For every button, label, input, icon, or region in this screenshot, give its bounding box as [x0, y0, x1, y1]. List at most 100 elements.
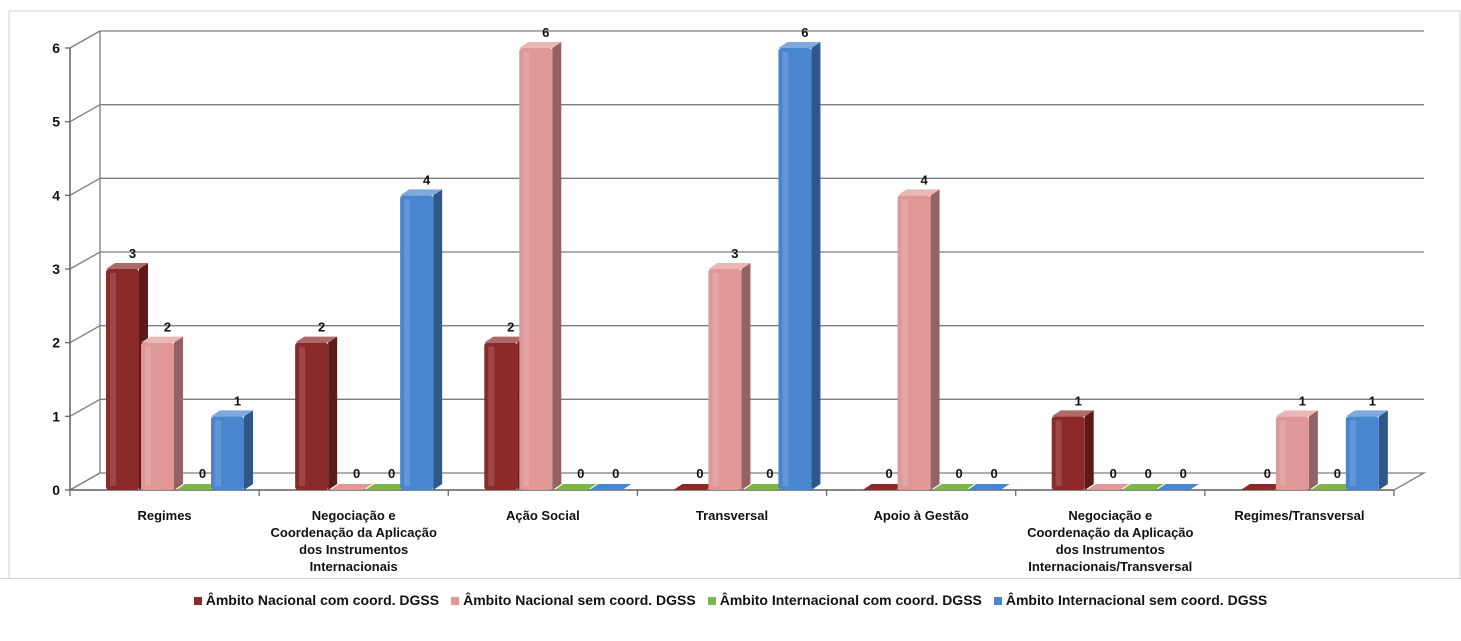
bar-side	[930, 189, 940, 491]
data-label: 4	[423, 172, 431, 187]
data-label: 0	[885, 466, 892, 481]
bar-highlight	[110, 273, 116, 486]
data-label: 0	[388, 466, 395, 481]
bar-highlight	[404, 199, 411, 487]
y-tick-label: 5	[52, 114, 60, 130]
data-label: 0	[1264, 466, 1271, 481]
bar-side	[1308, 410, 1318, 490]
bar-side	[741, 263, 751, 490]
gridline-side	[69, 398, 101, 417]
data-label: 0	[199, 466, 206, 481]
bar-zero	[365, 484, 408, 490]
bar-4-3	[967, 484, 1010, 490]
bar-0-2	[176, 484, 218, 490]
chart-border	[8, 10, 1461, 578]
bar-highlight	[215, 420, 221, 486]
bar-side	[433, 189, 443, 491]
legend-item: Âmbito Internacional sem coord. DGSS	[993, 592, 1268, 608]
data-label: 6	[801, 25, 808, 40]
bar-4-2	[932, 484, 975, 490]
legend-label: Âmbito Nacional com coord. DGSS	[205, 592, 440, 608]
data-label: 1	[1369, 393, 1376, 408]
bar-side	[174, 336, 183, 490]
bar-highlight	[299, 346, 306, 486]
x-ticks	[69, 490, 1395, 496]
bar-6-1	[1275, 410, 1318, 490]
data-label: 0	[990, 466, 997, 481]
bar-highlight	[1349, 420, 1356, 486]
data-label: 0	[766, 466, 773, 481]
legend-swatch	[707, 597, 716, 606]
data-label: 1	[234, 393, 241, 408]
data-labels: 3 2 0 1 2 0 0 4 2 6 0 0 0 3 0 6 0 4 0 0 1 0 0 0 0 1 0 1	[129, 25, 1376, 481]
data-label: 0	[1180, 466, 1187, 481]
bar-4-1	[897, 189, 940, 491]
bar-zero	[554, 484, 597, 490]
bar-highlight	[523, 52, 530, 486]
bar-side	[811, 42, 821, 490]
bar-5-0	[1051, 410, 1094, 490]
x-tick-label: Apoio à Gestão	[873, 508, 968, 523]
data-label: 0	[955, 466, 962, 481]
gridline-side	[69, 325, 101, 344]
bar-highlight	[145, 346, 151, 486]
legend-label: Âmbito Nacional sem coord. DGSS	[463, 592, 696, 608]
data-label: 2	[318, 320, 325, 335]
x-tick-label: dos Instrumentos	[299, 542, 408, 557]
bar-3-3	[778, 42, 821, 490]
bar-highlight	[1279, 420, 1286, 486]
bar-highlight	[782, 52, 789, 486]
data-label: 0	[696, 466, 703, 481]
gridline-side	[69, 251, 101, 270]
legend-label: Âmbito Internacional sem coord. DGSS	[1005, 592, 1268, 608]
x-tick-label: Internacionais	[310, 559, 398, 574]
bar-6-3	[1345, 410, 1388, 490]
bar-top	[1051, 410, 1094, 417]
bar-0-1	[141, 336, 183, 490]
bar-side	[1378, 410, 1388, 490]
bar-zero	[1240, 484, 1283, 490]
bar-zero	[1310, 484, 1353, 490]
data-label: 0	[353, 466, 360, 481]
bar-zero	[967, 484, 1010, 490]
bar-4-0	[862, 484, 905, 490]
bar-2-2	[554, 484, 597, 490]
data-label: 2	[164, 320, 171, 335]
gridline-side	[69, 177, 101, 196]
x-tick-label: Transversal	[696, 508, 768, 523]
bar-top	[519, 42, 562, 48]
bar-2-3	[589, 484, 632, 490]
bar-zero	[176, 484, 218, 490]
data-label: 3	[129, 246, 136, 261]
bar-top	[106, 263, 148, 269]
legend-swatch	[193, 597, 202, 606]
data-label: 0	[1110, 466, 1117, 481]
bar-zero	[673, 484, 716, 490]
bar-side	[552, 42, 562, 490]
bar-top	[400, 189, 443, 196]
bar-3-1	[708, 263, 751, 490]
bar-3-2	[743, 484, 786, 490]
bar-chart: 0 1 2 3 4 5 6 3 2 0 1 2 0 0 4 2 6 0 0 0 3 0 6 0 4 0 0 1 0 0 0 0 1 0 1 Regim…	[8, 10, 1461, 578]
data-label: 1	[1075, 393, 1082, 408]
bar-zero	[1121, 484, 1164, 490]
y-tick-label: 6	[52, 40, 60, 56]
bar-0-3	[211, 410, 253, 490]
legend-item: Âmbito Internacional com coord. DGSS	[707, 592, 982, 608]
x-tick-label: Regimes/Transversal	[1234, 508, 1364, 523]
bar-side	[244, 410, 253, 490]
bar-top	[211, 410, 253, 417]
bar-5-2	[1121, 484, 1164, 490]
y-tick-label: 4	[52, 187, 60, 203]
data-label: 2	[507, 320, 514, 335]
bar-highlight	[901, 199, 908, 487]
bar-6-0	[1240, 484, 1283, 490]
data-label: 0	[1334, 466, 1341, 481]
bar-zero	[932, 484, 975, 490]
data-label: 0	[1145, 466, 1152, 481]
bar-3-0	[673, 484, 716, 490]
bar-top	[708, 263, 751, 269]
bar-zero	[1086, 484, 1129, 490]
bar-top	[897, 189, 940, 196]
legend-item: Âmbito Nacional sem coord. DGSS	[451, 592, 696, 608]
